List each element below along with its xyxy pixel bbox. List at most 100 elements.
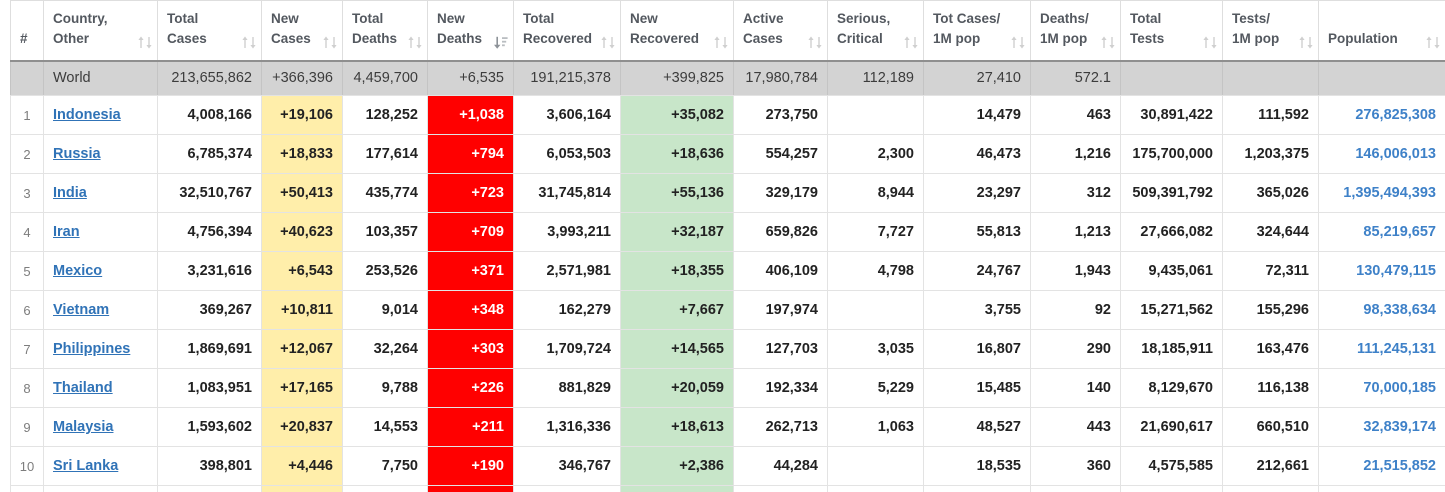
total-cases-cell: 4,756,394 [157, 212, 262, 252]
column-label: New [437, 11, 465, 26]
column-header-deaths_1m[interactable]: Deaths/1M pop [1030, 0, 1121, 61]
deaths-1m-cell: 1,213 [1030, 212, 1121, 252]
new-recovered-cell: +18,355 [620, 251, 734, 291]
column-label: New [630, 11, 658, 26]
new-cases-cell: +20,837 [261, 407, 343, 447]
country-link[interactable]: Indonesia [53, 107, 121, 123]
total-recovered-cell: 1,709,724 [513, 329, 621, 369]
column-label: Cases [743, 31, 783, 47]
column-header-new_deaths[interactable]: New Deaths [427, 0, 514, 61]
column-header-tests_1m[interactable]: Tests/1M pop [1222, 0, 1319, 61]
rank-cell: 3 [10, 173, 44, 213]
sort-both-icon[interactable] [808, 35, 822, 48]
country-row: 2 Russia 6,785,374 +18,833 177,614 +794 6,053,… [10, 134, 1445, 174]
population-cell[interactable]: 98,338,634 [1318, 290, 1445, 330]
column-header-country[interactable]: Country, Other [43, 0, 158, 61]
new-deaths-cell: +6,535 [427, 59, 514, 96]
country-link[interactable]: Vietnam [53, 302, 110, 318]
total-deaths-cell: 32,264 [342, 329, 428, 369]
total-recovered-cell: 31,745,814 [513, 173, 621, 213]
deaths-1m-cell: 443 [1030, 407, 1121, 447]
rank-cell: 2 [10, 134, 44, 174]
sort-both-icon[interactable] [242, 35, 256, 48]
serious-critical-cell: 1,063 [827, 407, 924, 447]
population-cell[interactable]: 130,479,115 [1318, 251, 1445, 291]
coronavirus-table: # Country, Other Total Cases New Cases Total Dea… [10, 0, 1445, 492]
total-tests-cell: 4,575,585 [1120, 446, 1223, 486]
population-cell[interactable]: 276,825,308 [1318, 95, 1445, 135]
total-deaths-cell: 128,252 [342, 95, 428, 135]
total-tests-cell: 30,891,422 [1120, 95, 1223, 135]
country-link[interactable]: Malaysia [53, 419, 114, 435]
serious-critical-cell [827, 485, 924, 492]
total-deaths-cell: 253,526 [342, 251, 428, 291]
deaths-1m-cell [1030, 485, 1121, 492]
column-header-active_cases[interactable]: Active Cases [733, 0, 828, 61]
column-header-new_cases[interactable]: New Cases [261, 0, 343, 61]
population-cell[interactable]: 1,395,494,393 [1318, 173, 1445, 213]
sort-both-icon[interactable] [714, 35, 728, 48]
sort-both-icon[interactable] [323, 35, 337, 48]
country-link[interactable]: Mexico [53, 263, 103, 279]
serious-critical-cell: 2,300 [827, 134, 924, 174]
sort-both-icon[interactable] [1101, 35, 1115, 48]
column-header-total_tests[interactable]: Total Tests [1120, 0, 1223, 61]
new-cases-cell: +6,543 [261, 251, 343, 291]
rank-cell: 9 [10, 407, 44, 447]
country-link[interactable]: Iran [53, 224, 80, 240]
cases-1m-cell: 55,813 [923, 212, 1031, 252]
sort-descending-icon[interactable] [494, 35, 508, 49]
population-cell[interactable]: 21,515,852 [1318, 446, 1445, 486]
cases-1m-cell: 23,297 [923, 173, 1031, 213]
population-cell [1318, 485, 1445, 492]
sort-both-icon[interactable] [601, 35, 615, 48]
new-recovered-cell: +2,386 [620, 446, 734, 486]
column-header-total_deaths[interactable]: Total Deaths [342, 0, 428, 61]
country-cell: Indonesia [43, 95, 158, 135]
sort-both-icon[interactable] [904, 35, 918, 48]
new-recovered-cell: +20,059 [620, 368, 734, 408]
country-cell: Malaysia [43, 407, 158, 447]
sort-both-icon[interactable] [408, 35, 422, 48]
rank-cell: 5 [10, 251, 44, 291]
new-cases-cell: +50,413 [261, 173, 343, 213]
column-header-serious_critical[interactable]: Serious, Critical [827, 0, 924, 61]
column-header-cases_1m[interactable]: Tot Cases/1M pop [923, 0, 1031, 61]
sort-both-icon[interactable] [1426, 35, 1440, 48]
population-cell [1318, 59, 1445, 96]
column-header-total_cases[interactable]: Total Cases [157, 0, 262, 61]
column-label: Country, [53, 11, 108, 26]
country-link[interactable]: India [53, 185, 87, 201]
population-cell[interactable]: 111,245,131 [1318, 329, 1445, 369]
column-header-population[interactable]: Population [1318, 0, 1445, 61]
tests-1m-cell: 116,138 [1222, 368, 1319, 408]
column-label: # [20, 31, 28, 47]
sort-both-icon[interactable] [1299, 35, 1313, 48]
column-header-total_recovered[interactable]: Total Recovered [513, 0, 621, 61]
population-cell[interactable]: 85,219,657 [1318, 212, 1445, 252]
country-row: 9 Malaysia 1,593,602 +20,837 14,553 +211 1,316… [10, 407, 1445, 447]
sort-both-icon[interactable] [1011, 35, 1025, 48]
tests-1m-cell: 72,311 [1222, 251, 1319, 291]
country-cell: World [43, 59, 158, 96]
column-label: 1M pop [1040, 31, 1088, 47]
country-link[interactable]: Thailand [53, 380, 113, 396]
column-label: Recovered [630, 31, 700, 47]
sort-both-icon[interactable] [138, 35, 152, 48]
population-cell[interactable]: 70,000,185 [1318, 368, 1445, 408]
country-link[interactable]: Sri Lanka [53, 458, 119, 474]
total-tests-cell: 15,271,562 [1120, 290, 1223, 330]
deaths-1m-cell: 140 [1030, 368, 1121, 408]
new-deaths-cell: +348 [427, 290, 514, 330]
deaths-1m-cell: 1,216 [1030, 134, 1121, 174]
column-label: Deaths [352, 31, 398, 47]
column-header-new_recovered[interactable]: New Recovered [620, 0, 734, 61]
population-cell[interactable]: 146,006,013 [1318, 134, 1445, 174]
total-deaths-cell: 9,014 [342, 290, 428, 330]
population-cell[interactable]: 32,839,174 [1318, 407, 1445, 447]
total-deaths-cell: 7,750 [342, 446, 428, 486]
country-link[interactable]: Philippines [53, 341, 131, 357]
country-link[interactable]: Russia [53, 146, 101, 162]
total-deaths-cell: 177,614 [342, 134, 428, 174]
sort-both-icon[interactable] [1203, 35, 1217, 48]
